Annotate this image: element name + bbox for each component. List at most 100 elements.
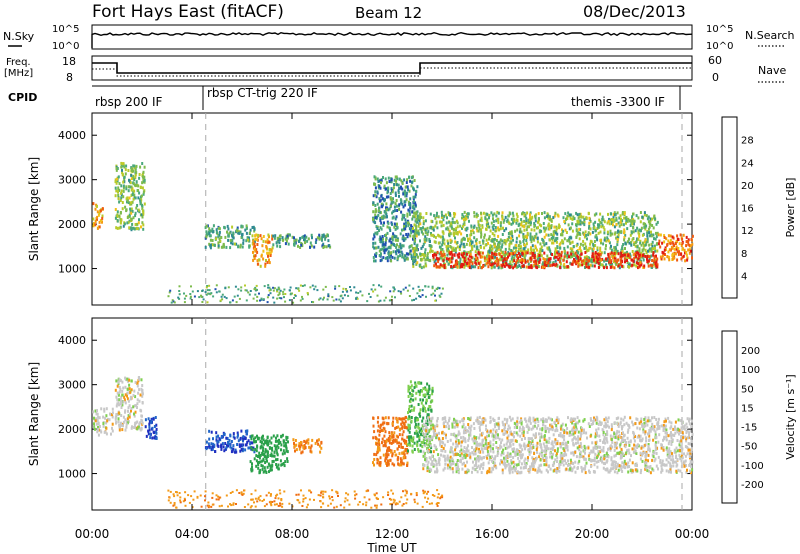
echo-cell [510, 217, 513, 221]
echo-cell [297, 244, 299, 248]
echo-cell [139, 427, 142, 431]
echo-cell [439, 251, 442, 254]
echo-cell [140, 213, 143, 217]
echo-cell [253, 245, 256, 249]
echo-cell [255, 233, 258, 237]
echo-cell [319, 450, 322, 454]
echo-cell [645, 240, 648, 244]
colorbar-tick-label: 12 [741, 226, 754, 237]
echo-cell [433, 253, 436, 256]
echo-cell [485, 254, 488, 258]
plot-frame [91, 112, 693, 306]
echo-cell [413, 236, 415, 240]
echo-cell [253, 457, 256, 461]
echo-cell [299, 236, 302, 240]
echo-cell [450, 225, 453, 229]
echo-cell [398, 463, 401, 467]
echo-cell [124, 168, 127, 172]
echo-cell [561, 228, 563, 232]
echo-cell [440, 248, 443, 252]
echo-cell [132, 164, 135, 168]
echo-cell [381, 197, 384, 201]
echo-cell [415, 246, 418, 250]
echo-cell [405, 439, 408, 443]
echo-cell [412, 262, 415, 266]
echo-cell [209, 246, 212, 250]
echo-cell [511, 249, 514, 253]
echo-cell [522, 236, 525, 240]
echo-cell [303, 284, 306, 287]
echo-cell [382, 453, 385, 457]
echo-cell [463, 250, 466, 254]
echo-cell [452, 227, 455, 231]
echo-cell [673, 247, 676, 251]
echo-cell [517, 224, 520, 227]
echo-cell [142, 227, 145, 231]
echo-cell [262, 434, 264, 438]
echo-cell [277, 238, 280, 242]
echo-cell [591, 230, 594, 234]
echo-cell [277, 294, 280, 297]
echo-cell [421, 445, 424, 449]
echo-cell [659, 233, 662, 237]
echo-cell [212, 295, 215, 298]
echo-cell [405, 416, 408, 420]
echo-cell [529, 251, 532, 255]
echo-cell [477, 266, 480, 270]
echo-cell [560, 457, 562, 461]
echo-cell [429, 240, 431, 243]
echo-cell [420, 432, 422, 436]
echo-cell [272, 243, 275, 247]
echo-cell [620, 254, 623, 258]
echo-cell [374, 213, 377, 217]
echo-cell [615, 247, 617, 251]
echo-region [144, 416, 158, 440]
echo-cell [413, 246, 416, 250]
echo-cell [414, 237, 417, 241]
echo-cell [659, 245, 662, 249]
echo-cell [450, 260, 453, 264]
echo-cell [388, 434, 391, 438]
echo-cell [480, 219, 483, 223]
echo-cell [208, 284, 211, 287]
echo-cell [215, 237, 218, 241]
echo-cell [526, 251, 529, 255]
echo-cell [374, 190, 377, 194]
echo-cell [420, 266, 423, 270]
echo-cell [372, 436, 375, 440]
echo-cell [614, 245, 617, 249]
echo-cell [419, 212, 422, 216]
echo-cell [396, 243, 398, 247]
echo-cell [680, 444, 683, 448]
echo-cell [304, 240, 306, 244]
echo-cell [605, 266, 608, 270]
echo-cell [411, 180, 413, 184]
echo-cell [620, 257, 623, 261]
echo-cell [245, 299, 248, 302]
echo-cell [645, 450, 648, 454]
echo-cell [468, 254, 471, 258]
echo-cell [604, 247, 607, 251]
echo-cell [261, 459, 264, 463]
echo-cell [501, 239, 504, 243]
echo-cell [252, 258, 255, 262]
echo-cell [402, 192, 405, 196]
echo-cell [374, 182, 377, 186]
echo-cell [244, 228, 247, 232]
echo-cell [525, 242, 528, 246]
echo-cell [142, 190, 145, 194]
echo-cell [325, 245, 328, 249]
echo-cell [554, 250, 557, 254]
echo-cell [239, 243, 242, 247]
echo-cell [579, 222, 582, 226]
echo-cell [418, 390, 421, 394]
echo-cell [269, 454, 272, 457]
echo-cell [517, 247, 520, 251]
echo-cell [102, 422, 105, 425]
echo-cell [399, 250, 402, 254]
echo-cell [545, 242, 548, 246]
echo-cell [499, 224, 502, 228]
echo-cell [409, 386, 412, 389]
echo-cell [517, 244, 520, 248]
echo-cell [474, 239, 477, 243]
